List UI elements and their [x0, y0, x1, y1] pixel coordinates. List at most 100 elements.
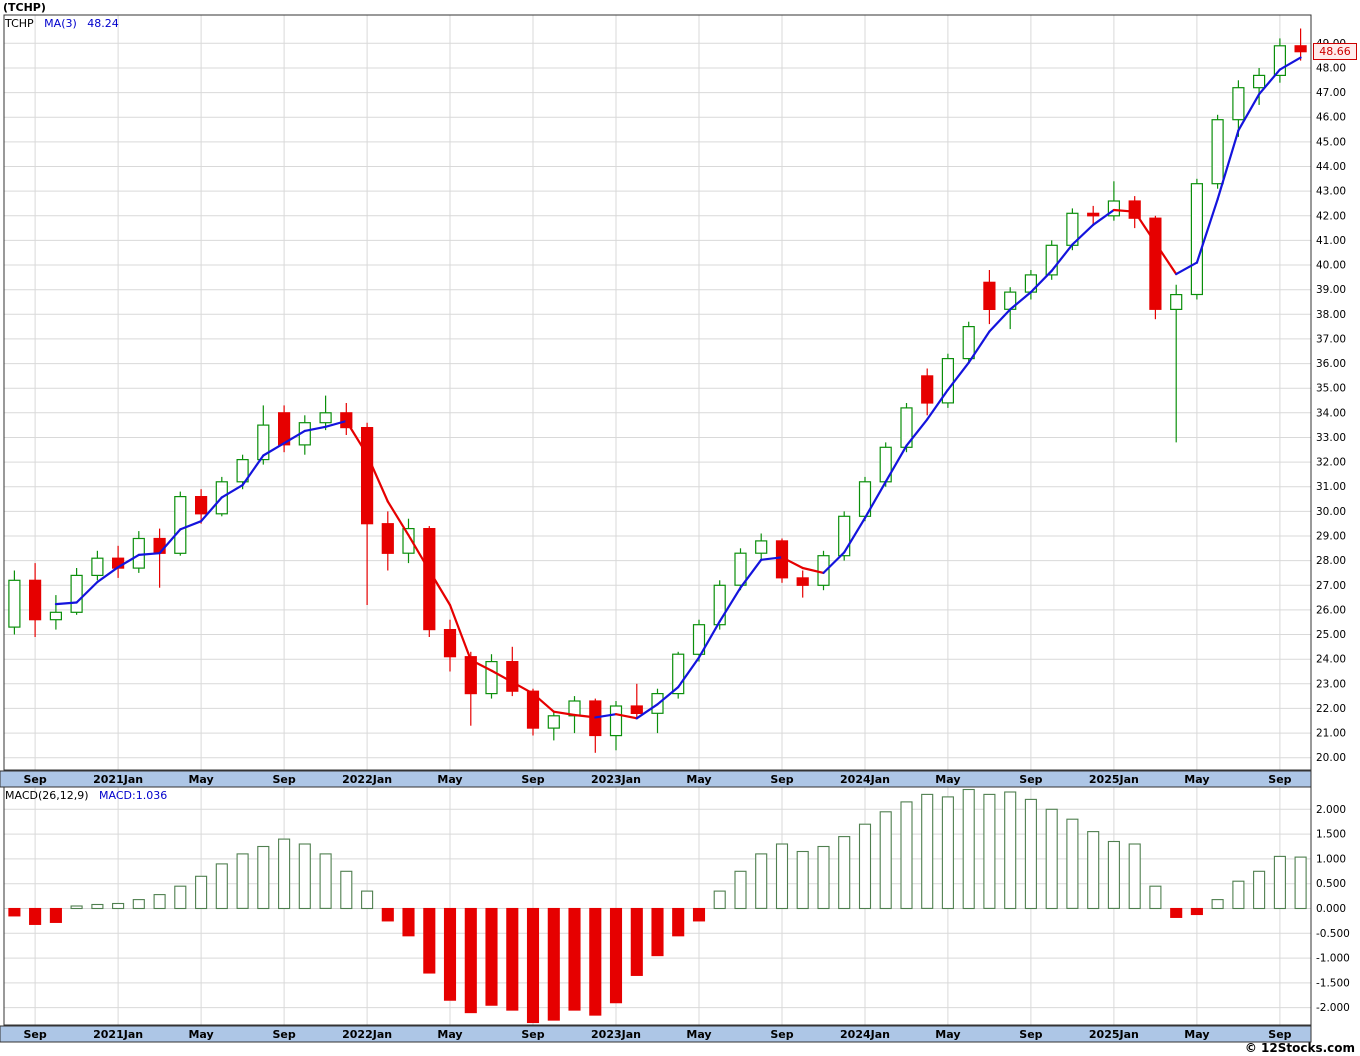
- macd-bar: [547, 907, 560, 1021]
- macd-bar: [49, 907, 62, 923]
- price-axis-labels: 20.00 21.00 22.00 23.00 24.00 25.00 26.00 27.00…: [1316, 38, 1346, 764]
- price-tick-label: 25.00: [1316, 629, 1346, 641]
- macd-bar: [278, 838, 291, 910]
- macd-bar: [1190, 907, 1203, 916]
- x-axis-label: Sep: [521, 773, 544, 786]
- candle: [402, 518, 415, 564]
- page-title: (TCHP): [3, 1, 46, 14]
- symbol-label: TCHP: [5, 17, 34, 30]
- x-axis-label: 2022Jan: [342, 773, 392, 786]
- x-axis-label: May: [935, 773, 960, 786]
- x-axis-label: Sep: [1268, 773, 1291, 786]
- x-axis-label: 2025Jan: [1089, 773, 1139, 786]
- macd-bar: [174, 885, 187, 910]
- macd-bar: [692, 907, 706, 922]
- macd-bar: [900, 801, 913, 910]
- candle: [547, 710, 560, 741]
- price-tick-label: 48.00: [1316, 63, 1346, 75]
- candle: [962, 321, 975, 364]
- macd-bar: [381, 907, 394, 922]
- price-tick-label: 45.00: [1316, 136, 1346, 148]
- macd-axis-labels: 2.000 1.500 1.000 0.500 0.000 -0.500 -1.000 -1.…: [1316, 804, 1350, 1014]
- candle: [1107, 181, 1121, 221]
- candle: [340, 403, 353, 435]
- candle: [1294, 28, 1307, 61]
- macd-bar: [983, 793, 996, 909]
- macd-bar: [672, 907, 685, 937]
- x-axis-label: 2021Jan: [93, 1028, 143, 1041]
- macd-bar: [464, 907, 477, 1014]
- candle: [153, 528, 166, 588]
- candle: [1211, 114, 1224, 189]
- price-legend: TCHP MA(3) 48.24: [5, 17, 119, 30]
- macd-bar: [91, 903, 104, 910]
- macd-params-label: MACD(26,12,9): [5, 789, 89, 802]
- candle: [775, 538, 789, 583]
- price-tick-label: 44.00: [1316, 161, 1346, 173]
- macd-bar: [858, 823, 872, 910]
- price-tick-label: 22.00: [1316, 703, 1346, 715]
- candlestick-series: [8, 28, 1307, 753]
- candle: [1087, 205, 1100, 226]
- macd-bar: [1273, 855, 1286, 910]
- x-axis-label: 2023Jan: [591, 1028, 641, 1041]
- macd-bar: [1087, 831, 1100, 910]
- candle: [941, 353, 955, 408]
- macd-bar: [1170, 907, 1183, 918]
- macd-bar: [215, 863, 228, 910]
- candle: [443, 619, 457, 672]
- x-axis-label: Sep: [1019, 773, 1042, 786]
- x-axis-label: May: [686, 1028, 711, 1041]
- x-axis-label: Sep: [23, 773, 46, 786]
- macd-bar: [941, 796, 954, 910]
- candle: [796, 570, 809, 598]
- macd-bar: [1004, 791, 1017, 910]
- macd-bar: [817, 845, 830, 910]
- macd-tick-label: 0.000: [1316, 903, 1346, 915]
- macd-bar: [630, 907, 643, 976]
- macd-bar: [568, 907, 581, 1011]
- macd-bar: [402, 907, 415, 937]
- macd-bar: [1232, 880, 1245, 910]
- price-tick-label: 37.00: [1316, 333, 1346, 345]
- price-tick-label: 32.00: [1316, 457, 1346, 469]
- candle: [1273, 38, 1287, 83]
- macd-tick-label: -2.000: [1316, 1002, 1350, 1014]
- x-axis-label: Sep: [23, 1028, 46, 1041]
- x-axis-label: Sep: [1019, 1028, 1042, 1041]
- candle: [506, 646, 519, 697]
- watermark: © 12Stocks.com: [1244, 1041, 1355, 1055]
- x-axis-label: Sep: [770, 773, 793, 786]
- price-tick-label: 27.00: [1316, 580, 1346, 592]
- macd-bar: [755, 853, 768, 909]
- price-tick-label: 43.00: [1316, 186, 1346, 198]
- candle: [319, 395, 332, 431]
- price-tick-label: 20.00: [1316, 752, 1346, 764]
- macd-bar: [775, 843, 789, 910]
- macd-tick-label: 0.500: [1316, 878, 1346, 890]
- macd-bar: [1211, 899, 1224, 910]
- gridlines: [4, 15, 1311, 1025]
- candle: [921, 368, 934, 416]
- candle: [464, 651, 477, 726]
- price-tick-label: 30.00: [1316, 506, 1346, 518]
- macd-bar: [962, 788, 975, 910]
- x-axis-label: Sep: [521, 1028, 544, 1041]
- candle: [111, 545, 125, 578]
- price-tick-label: 21.00: [1316, 728, 1346, 740]
- macd-bar: [8, 907, 21, 917]
- macd-tick-label: -1.000: [1316, 953, 1350, 965]
- macd-legend: MACD(26,12,9) MACD:1.036: [5, 789, 167, 802]
- candle: [983, 270, 996, 325]
- price-tick-label: 40.00: [1316, 260, 1346, 272]
- candle: [49, 595, 63, 630]
- macd-bar: [1107, 840, 1120, 909]
- candle: [672, 651, 685, 699]
- x-axis-label: 2024Jan: [840, 773, 890, 786]
- macd-bar: [1066, 818, 1079, 909]
- x-axis-label: May: [1184, 773, 1209, 786]
- macd-bar: [132, 899, 145, 910]
- macd-bar: [236, 853, 249, 909]
- candle: [423, 526, 436, 637]
